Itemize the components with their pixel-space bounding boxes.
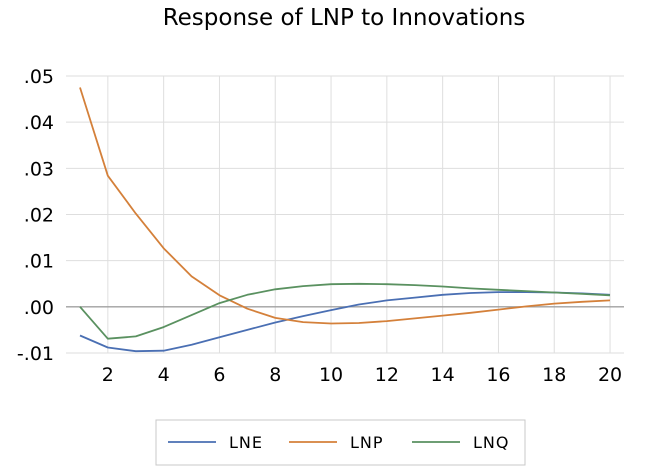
x-tick-label: 16: [486, 364, 510, 386]
legend-box: [155, 419, 526, 466]
y-tick-label: .02: [24, 205, 54, 227]
legend: LNE LNP LNQ: [155, 419, 526, 466]
y-tick-label: .01: [24, 251, 54, 273]
x-tick-label: 4: [158, 364, 170, 386]
chart-title: Response of LNP to Innovations: [163, 5, 526, 31]
legend-label-lnp: LNP: [350, 433, 384, 452]
series-line-lne: [79, 291, 611, 353]
y-tick-label: .00: [24, 297, 54, 319]
x-tick-label: 10: [319, 364, 343, 386]
x-tick-label: 8: [269, 364, 281, 386]
x-tick-label: 18: [542, 364, 566, 386]
y-tick-labels: -.01 .00 .01 .02 .03 .04 .05: [17, 66, 54, 365]
x-tick-label: 2: [102, 364, 114, 386]
y-tick-label: -.01: [17, 343, 54, 365]
x-tick-label: 20: [598, 364, 622, 386]
series-line-lnq: [79, 282, 611, 340]
x-tick-label: 14: [431, 364, 455, 386]
x-tick-label: 6: [213, 364, 225, 386]
series-group: [79, 87, 611, 353]
legend-label-lnq: LNQ: [473, 433, 509, 452]
y-tick-label: .03: [24, 158, 54, 180]
grid: [66, 75, 624, 354]
series-line-lnp: [79, 87, 611, 325]
y-tick-label: .04: [24, 112, 54, 134]
x-tick-labels: 2 4 6 8 10 12 14 16 18 20: [102, 364, 622, 386]
x-tick-label: 12: [375, 364, 399, 386]
legend-items: LNE LNP LNQ: [168, 433, 509, 452]
legend-label-lne: LNE: [229, 433, 263, 452]
y-tick-label: .05: [24, 66, 54, 88]
